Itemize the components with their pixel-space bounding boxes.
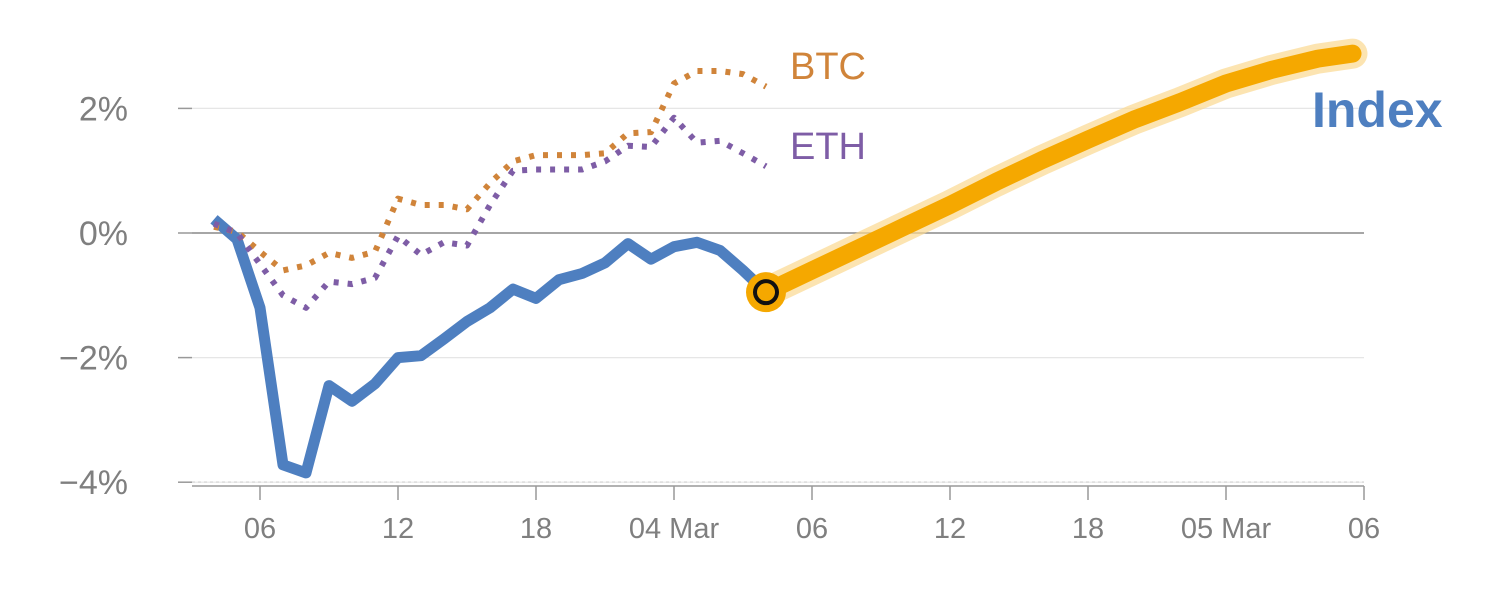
y-tick-label-0: 2% [79,90,128,128]
x-axis-ticks: 06 12 18 04 Mar 06 12 18 05 Mar 06 [244,486,1380,545]
x-tick-label-6: 18 [1072,513,1104,545]
x-tick-label-3: 04 Mar [629,513,720,545]
y-tick-label-1: 0% [79,215,128,253]
marker-layer [746,272,786,313]
current-point-marker [753,279,779,306]
series-btc-line [213,68,768,274]
x-tick-label-7: 05 Mar [1181,513,1272,545]
series-label-btc: BTC [790,46,866,88]
series-label-eth: ETH [790,126,866,168]
series-eth-line [212,114,768,311]
x-tick-label-4: 06 [796,513,828,545]
x-tick-label-5: 12 [934,513,966,545]
x-tick-label-2: 18 [520,513,552,545]
series-layer [210,38,1368,479]
series-label-index: Index [1312,82,1443,138]
series-index-line [210,215,770,479]
x-axis [192,481,1364,487]
x-tick-label-1: 12 [382,513,414,545]
x-tick-label-0: 06 [244,513,276,545]
y-tick-label-2: −2% [59,340,128,378]
y-tick-label-3: −4% [59,464,128,502]
x-tick-label-8: 06 [1348,513,1380,545]
y-axis: 2% 0% −2% −4% [59,90,192,502]
series-forecast-line [757,44,1362,302]
